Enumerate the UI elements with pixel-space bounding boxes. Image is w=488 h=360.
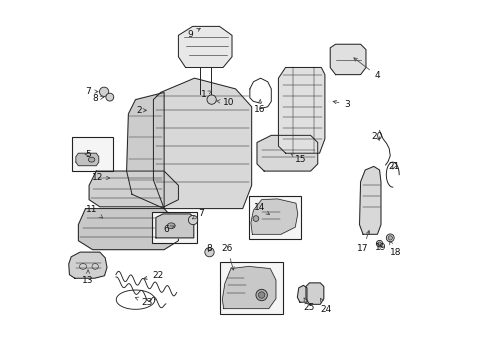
Bar (248, 196, 300, 239)
Text: 8: 8 (92, 94, 103, 103)
Text: 14: 14 (253, 203, 269, 215)
Text: 13: 13 (82, 270, 94, 285)
Polygon shape (126, 93, 164, 208)
Bar (220, 262, 282, 314)
Polygon shape (153, 78, 251, 208)
Polygon shape (69, 252, 107, 278)
Text: 6: 6 (163, 225, 175, 234)
Polygon shape (257, 135, 317, 171)
Ellipse shape (387, 236, 391, 240)
Text: 5: 5 (85, 150, 91, 159)
Text: 4: 4 (353, 58, 380, 80)
Text: 10: 10 (216, 98, 234, 107)
Text: 9: 9 (187, 28, 200, 39)
Text: 1: 1 (200, 90, 211, 99)
Polygon shape (297, 285, 306, 302)
Text: 18: 18 (389, 241, 400, 257)
Ellipse shape (204, 248, 214, 257)
Polygon shape (305, 283, 323, 304)
Ellipse shape (258, 292, 264, 298)
Polygon shape (156, 214, 193, 238)
Bar (152, 212, 197, 243)
Ellipse shape (106, 93, 114, 101)
Text: 17: 17 (357, 231, 369, 253)
Text: 8: 8 (206, 244, 212, 253)
Polygon shape (222, 266, 275, 309)
Text: 26: 26 (221, 244, 234, 270)
Polygon shape (76, 153, 99, 166)
Polygon shape (78, 208, 178, 249)
Text: 3: 3 (332, 100, 349, 109)
Text: 16: 16 (253, 99, 264, 114)
Polygon shape (89, 171, 178, 207)
Polygon shape (250, 199, 297, 234)
Polygon shape (178, 26, 231, 67)
Bar (72, 137, 113, 171)
Polygon shape (329, 44, 365, 75)
Ellipse shape (99, 87, 108, 96)
Ellipse shape (206, 95, 216, 104)
Text: 22: 22 (143, 271, 163, 280)
Text: 21: 21 (387, 162, 399, 171)
Ellipse shape (377, 242, 380, 245)
Text: 11: 11 (86, 205, 102, 218)
Text: 7: 7 (85, 87, 98, 96)
Polygon shape (359, 166, 380, 234)
Ellipse shape (376, 240, 382, 247)
Ellipse shape (253, 216, 258, 221)
Ellipse shape (188, 215, 197, 225)
Text: 15: 15 (290, 154, 306, 164)
Text: 25: 25 (303, 298, 315, 312)
Ellipse shape (386, 234, 393, 242)
Text: 2: 2 (136, 106, 146, 115)
Polygon shape (278, 67, 324, 153)
Text: 7: 7 (192, 210, 203, 219)
Text: 12: 12 (91, 173, 109, 182)
Text: 24: 24 (320, 298, 331, 314)
Text: 20: 20 (371, 132, 382, 141)
Text: 19: 19 (374, 243, 386, 252)
Ellipse shape (255, 289, 267, 301)
Ellipse shape (88, 157, 95, 162)
Ellipse shape (167, 223, 175, 229)
Text: 23: 23 (135, 297, 153, 307)
